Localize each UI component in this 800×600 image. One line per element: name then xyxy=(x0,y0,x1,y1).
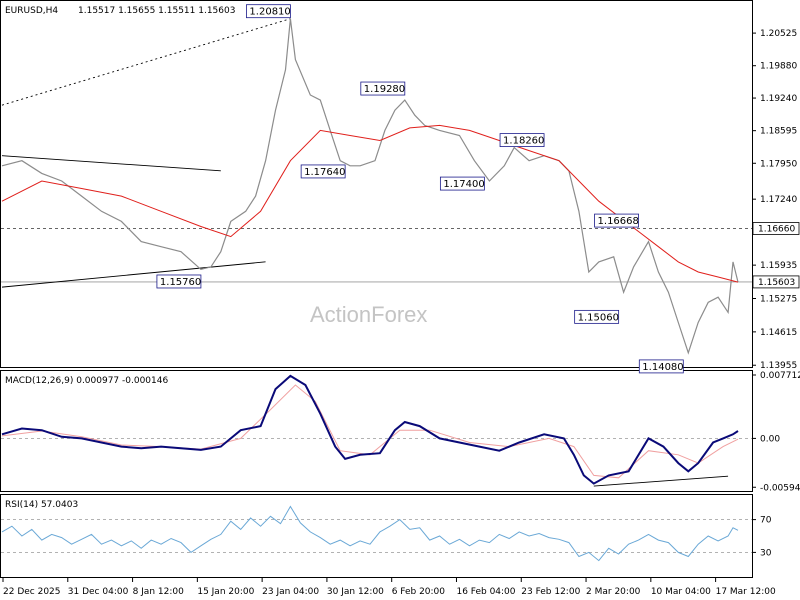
price-tick-label-0: 1.20525 xyxy=(760,29,797,39)
price-tag-box-1 xyxy=(752,275,800,289)
annotation-label-2: 1.17640 xyxy=(304,167,345,178)
annotation-label-1: 1.19280 xyxy=(364,84,405,95)
x-tick-label-9: 2 Mar 20:00 xyxy=(586,587,641,597)
price-tick-label-1: 1.19880 xyxy=(760,62,797,72)
annotation-box-3 xyxy=(439,176,485,191)
annotation-label-3: 1.17400 xyxy=(443,179,484,190)
x-tick-label-6: 6 Feb 20:00 xyxy=(392,587,446,597)
rsi-tick-label-1: 30 xyxy=(760,548,772,558)
annotation-label-0: 1.20810 xyxy=(249,7,290,18)
macd-divergence-line xyxy=(593,475,729,487)
annotation-box-5 xyxy=(594,213,639,228)
x-tick-label-8: 23 Feb 12:00 xyxy=(521,587,580,597)
dotted-upper-trendline xyxy=(1,18,291,106)
annotation-box-2 xyxy=(300,164,346,179)
annotation-box-0 xyxy=(246,4,291,19)
lower-trendline xyxy=(1,261,266,288)
x-tick-label-2: 8 Jan 12:00 xyxy=(133,587,185,597)
x-tick-label-11: 17 Mar 12:00 xyxy=(716,587,776,597)
macd-line xyxy=(1,374,739,485)
price-layer: 1.20810 1.19280 1.17640 1.17400 1.18260 1.166… xyxy=(1,4,752,374)
price-tick-label-2: 1.19240 xyxy=(760,94,797,104)
macd-label: MACD(12,26,9) 0.000977 -0.000146 xyxy=(5,376,168,386)
annotation-label-8: 1.14080 xyxy=(642,362,683,373)
rsi-tick-label-0: 70 xyxy=(760,516,772,526)
price-tag-box-0 xyxy=(752,222,800,235)
x-tick-label-7: 16 Feb 04:00 xyxy=(456,587,515,597)
x-tick-label-1: 31 Dec 04:00 xyxy=(68,587,129,597)
annotation-box-8 xyxy=(638,359,684,374)
price-tick-label-5: 1.17240 xyxy=(760,195,797,205)
price-panel-border xyxy=(0,0,753,368)
price-tick-label-4: 1.17950 xyxy=(760,159,797,169)
rsi-line xyxy=(1,505,739,562)
x-tick-label-4: 23 Jan 04:00 xyxy=(262,587,319,597)
price-series-line xyxy=(1,18,739,355)
annotation-label-4: 1.18260 xyxy=(503,136,544,147)
macd-panel-border xyxy=(0,370,753,492)
rsi-layer xyxy=(1,505,752,562)
x-tick-label-0: 22 Dec 2025 xyxy=(3,587,61,597)
price-tick-label-8: 1.14615 xyxy=(760,328,797,338)
upper-trendline xyxy=(1,155,221,172)
annotation-label-7: 1.15060 xyxy=(578,312,619,323)
annotation-label-5: 1.16668 xyxy=(598,216,639,227)
macd-tick-label-2: -0.005944 xyxy=(760,483,800,493)
rsi-label: RSI(14) 57.0403 xyxy=(5,500,78,510)
macd-tick-label-1: 0.00 xyxy=(760,434,780,444)
symbol-label: EURUSD,H4 xyxy=(5,6,58,16)
watermark: ActionForex xyxy=(310,302,427,327)
annotation-box-1 xyxy=(360,81,406,96)
price-tag-label-0: 1.16660 xyxy=(758,224,795,234)
macd-layer xyxy=(1,374,752,487)
x-tick-label-3: 15 Jan 20:00 xyxy=(197,587,254,597)
x-tick-label-10: 10 Mar 04:00 xyxy=(651,587,711,597)
annotation-box-4 xyxy=(499,133,545,148)
rsi-panel-border xyxy=(0,494,753,578)
price-tag-label-1: 1.15603 xyxy=(758,278,795,288)
x-tick-label-5: 30 Jan 12:00 xyxy=(327,587,384,597)
price-tick-label-9: 1.13955 xyxy=(760,361,797,371)
moving-average-line xyxy=(1,124,739,283)
price-tick-label-6: 1.15935 xyxy=(760,261,797,271)
axis-layer: 1.20525 1.19880 1.19240 1.18595 1.17950 1.172… xyxy=(2,29,800,597)
macd-signal-line xyxy=(1,384,739,479)
annotation-box-7 xyxy=(574,309,620,324)
price-tick-label-3: 1.18595 xyxy=(760,127,797,137)
ohlc-label: 1.15517 1.15655 1.15511 1.15603 xyxy=(78,6,235,16)
annotation-label-6: 1.15760 xyxy=(160,277,201,288)
price-tick-label-7: 1.15275 xyxy=(760,295,797,305)
macd-tick-label-0: 0.007712 xyxy=(760,371,800,381)
annotation-box-6 xyxy=(156,274,202,289)
